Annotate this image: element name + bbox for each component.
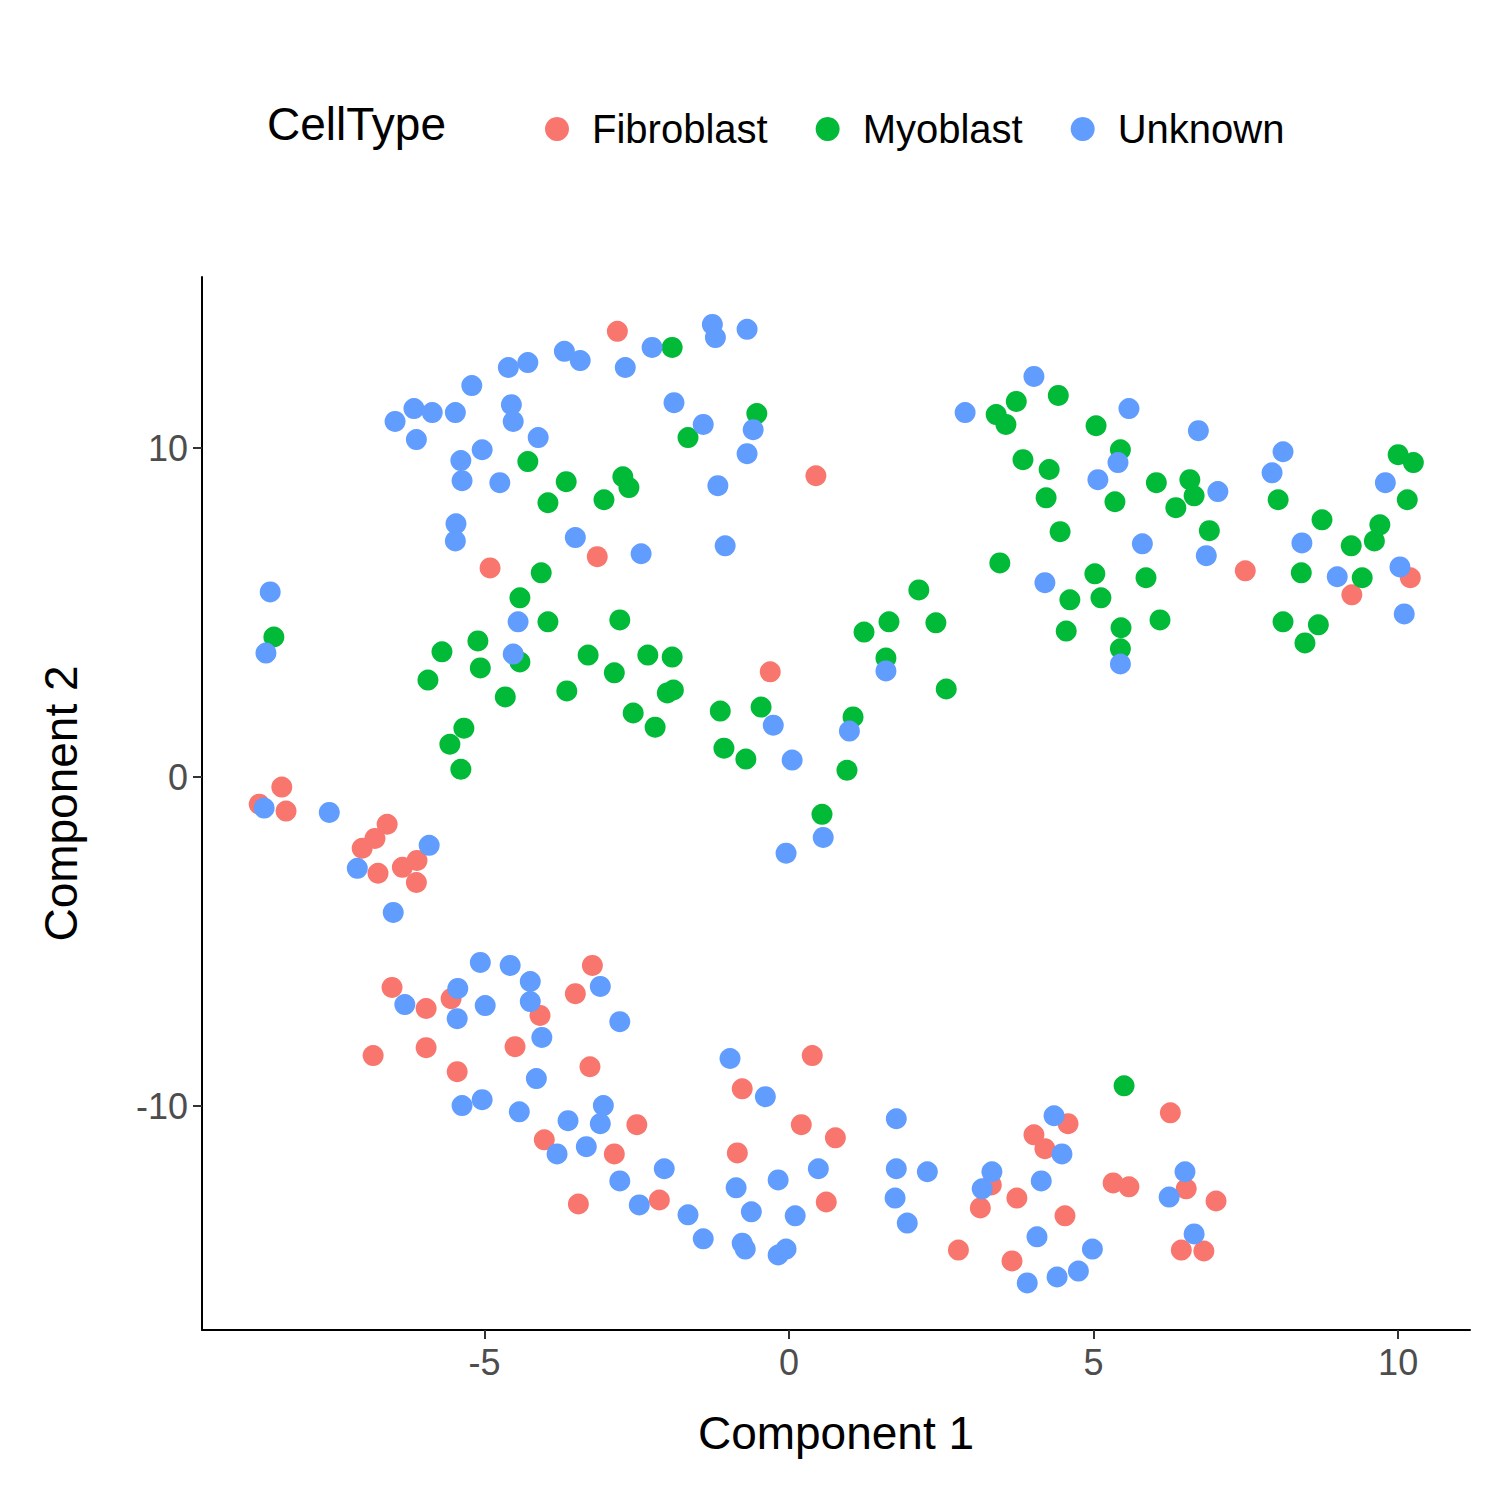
svg-text:Component 2: Component 2 bbox=[35, 665, 87, 941]
svg-text:Unknown: Unknown bbox=[1118, 107, 1285, 151]
svg-text:CellType: CellType bbox=[267, 98, 446, 150]
svg-text:-10: -10 bbox=[136, 1086, 188, 1127]
svg-text:Fibroblast: Fibroblast bbox=[592, 107, 768, 151]
svg-text:0: 0 bbox=[779, 1342, 799, 1383]
svg-text:10: 10 bbox=[1378, 1342, 1418, 1383]
svg-text:Component 1: Component 1 bbox=[698, 1407, 974, 1459]
svg-text:5: 5 bbox=[1084, 1342, 1104, 1383]
svg-text:Myoblast: Myoblast bbox=[863, 107, 1023, 151]
svg-text:10: 10 bbox=[148, 428, 188, 469]
svg-text:0: 0 bbox=[168, 757, 188, 798]
svg-text:-5: -5 bbox=[469, 1342, 501, 1383]
